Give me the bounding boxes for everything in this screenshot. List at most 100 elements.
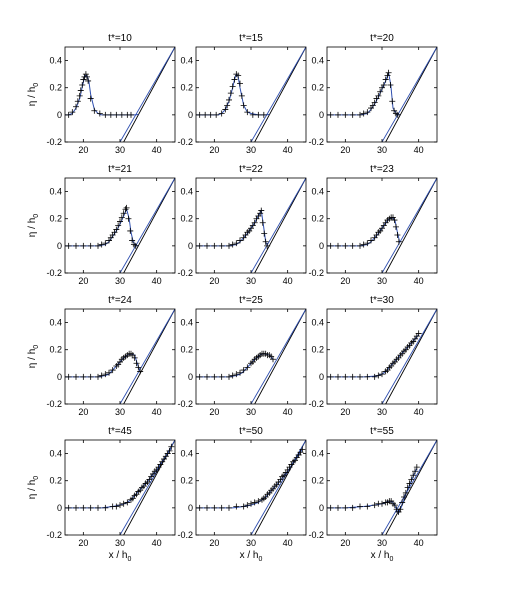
data-point: [382, 76, 389, 83]
data-point: [79, 82, 86, 88]
y-tick-label: 0.2: [311, 214, 324, 224]
y-axis-label: η / h0: [27, 214, 40, 237]
shoreline-line: [381, 309, 437, 404]
data-point: [213, 111, 220, 118]
x-tick-label: 40: [414, 145, 424, 155]
data-point: [229, 83, 236, 90]
data-point: [395, 238, 402, 245]
data-point: [342, 111, 349, 118]
axes-box: [326, 439, 438, 536]
surface-curve: [65, 207, 139, 247]
data-point: [229, 241, 236, 248]
data-point: [233, 503, 240, 510]
data-point: [357, 503, 363, 510]
surface-curve: [65, 447, 172, 509]
axes-box: [195, 308, 307, 405]
y-tick-label: 0: [319, 503, 324, 513]
data-point: [240, 367, 247, 374]
data-point: [102, 111, 109, 118]
data-point: [128, 111, 134, 118]
data-point: [349, 242, 356, 249]
y-tick-label: -0.2: [308, 399, 324, 409]
y-tick-label: 0.2: [49, 345, 62, 355]
y-tick-label: 0.2: [180, 476, 193, 486]
data-point: [335, 504, 341, 511]
data-point: [218, 373, 225, 380]
data-point: [371, 99, 378, 106]
data-point: [226, 504, 232, 511]
data-point: [248, 500, 254, 507]
y-tick-label: -0.2: [46, 530, 62, 540]
data-point: [211, 373, 218, 380]
data-point: [113, 503, 120, 510]
data-point: [98, 241, 105, 248]
data-point: [98, 372, 105, 379]
data-point: [240, 102, 247, 109]
shoreline-line: [250, 309, 306, 404]
panel: t*=21 20 30 40 -0.2 0 0.2 0.4 η / h0: [27, 164, 176, 286]
x-tick-label: 20: [340, 276, 350, 286]
data-point: [394, 111, 401, 118]
data-point: [235, 72, 242, 79]
y-tick-label: 0.4: [49, 187, 62, 197]
y-tick-label: 0.2: [180, 83, 193, 93]
data-point: [233, 371, 240, 378]
y-tick-label: 0.4: [49, 449, 62, 459]
y-tick-label: -0.2: [177, 399, 193, 409]
data-point: [73, 504, 79, 511]
data-point: [251, 499, 258, 506]
data-point: [91, 107, 98, 114]
panel-title: t*=20: [370, 33, 394, 44]
x-tick-label: 30: [115, 276, 125, 286]
panel: t*=50 20 30 40 -0.2 0 0.2 0.4 x / h0: [177, 426, 307, 563]
data-point: [342, 373, 349, 380]
x-tick-label: 40: [414, 276, 424, 286]
axes-box: [64, 439, 176, 536]
beach-slope-line: [123, 47, 175, 142]
data-point: [166, 447, 173, 454]
y-tick-label: 0.4: [311, 187, 324, 197]
x-tick-label: 40: [152, 276, 162, 286]
data-point: [364, 373, 371, 380]
data-point: [135, 364, 142, 371]
data-point: [129, 237, 136, 244]
data-point: [237, 237, 243, 244]
y-tick-label: 0.4: [49, 318, 62, 328]
y-tick-label: -0.2: [46, 268, 62, 278]
data-point: [211, 504, 218, 511]
y-tick-label: 0.4: [311, 449, 324, 459]
data-point: [95, 373, 101, 380]
axes-box: [326, 46, 438, 143]
panel: t*=55 20 30 40 -0.2 0 0.2 0.4 x / h0: [308, 426, 438, 563]
y-tick-label: -0.2: [308, 137, 324, 147]
y-tick-label: 0.4: [49, 56, 62, 66]
axes-box: [195, 46, 307, 143]
y-tick-label: -0.2: [46, 399, 62, 409]
beach-slope-line: [123, 309, 175, 404]
data-point: [244, 502, 251, 509]
data-point: [109, 367, 116, 374]
x-tick-label: 20: [209, 538, 219, 548]
x-tick-label: 40: [414, 407, 424, 417]
data-point: [204, 373, 210, 380]
panel: t*=22 20 30 40 -0.2 0 0.2 0.4: [177, 164, 307, 286]
panel-title: t*=23: [370, 164, 394, 175]
shoreline-line: [119, 309, 175, 404]
data-point: [137, 368, 144, 375]
data-point: [357, 373, 363, 380]
x-tick-label: 30: [115, 407, 125, 417]
beach-slope-line: [254, 178, 306, 273]
surface-curve: [196, 73, 270, 116]
plot-area: [65, 47, 175, 142]
plot-area: [327, 178, 437, 273]
surface-curve: [196, 353, 274, 378]
data-point: [125, 215, 132, 222]
panel-title: t*=30: [370, 295, 394, 306]
data-point: [270, 356, 276, 363]
data-point: [387, 82, 394, 88]
data-point: [385, 69, 392, 76]
plot-area: [327, 440, 437, 535]
data-point: [80, 76, 87, 83]
data-point: [240, 503, 247, 510]
data-point: [255, 498, 262, 505]
